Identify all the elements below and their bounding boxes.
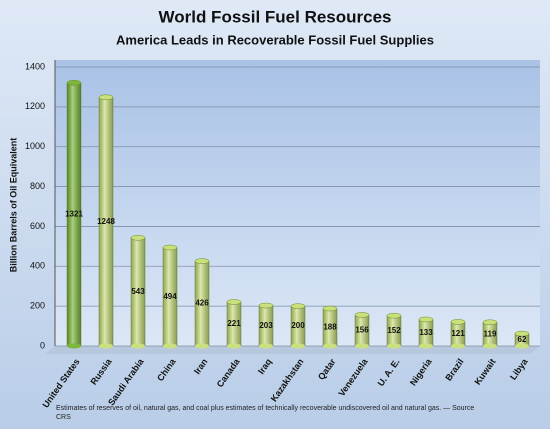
x-tick-label: United States: [40, 357, 81, 410]
bar-base: [131, 343, 145, 349]
y-tick-label: 1200: [25, 101, 45, 111]
y-tick-label: 1000: [25, 141, 45, 151]
value-label: 543: [131, 287, 145, 296]
x-tick-label: Nigeria: [408, 356, 434, 388]
x-tick-label: Iran: [192, 357, 210, 376]
value-label: 203: [259, 321, 273, 330]
bar-shade: [419, 319, 433, 346]
y-axis-label: Billion Barrels of Oil Equivalent: [8, 138, 18, 273]
bar-cap: [418, 316, 434, 323]
bar-cap: [354, 312, 370, 318]
bar-cap: [514, 330, 530, 337]
chart-subtitle: America Leads in Recoverable Fossil Fuel…: [116, 32, 434, 47]
bar-cap: [386, 312, 402, 319]
bar-shade: [483, 322, 497, 346]
bar-base: [67, 343, 81, 349]
bar-cap: [66, 79, 82, 86]
x-tick-label: Brazil: [443, 357, 465, 383]
bar-cap: [98, 94, 114, 101]
bar-base: [451, 343, 465, 349]
value-label: 152: [387, 326, 401, 335]
bar-shade: [451, 321, 465, 346]
bar-base: [163, 343, 177, 349]
bar-base: [291, 343, 305, 349]
x-tick-label: U. A. E.: [376, 357, 402, 388]
x-tick-label: Kazakhstan: [269, 357, 306, 404]
x-tick-label: Libya: [508, 356, 530, 382]
bar-base: [419, 343, 433, 349]
value-label: 133: [419, 328, 433, 337]
bar-base: [483, 343, 497, 349]
x-tick-label: Russia: [88, 356, 114, 387]
y-tick-label: 1400: [25, 61, 45, 71]
bar-cap: [194, 258, 210, 264]
x-tick-label: Canada: [215, 356, 242, 389]
value-label: 221: [227, 319, 241, 328]
value-label: 426: [195, 299, 209, 308]
bar-shade: [99, 97, 113, 346]
bar-cap: [450, 319, 466, 325]
bar-shade: [355, 314, 369, 346]
bar-shade: [163, 247, 177, 346]
y-tick-label: 400: [30, 261, 45, 271]
bar-base: [227, 343, 241, 349]
x-tick-label: Qatar: [316, 356, 338, 381]
bar-cap: [322, 305, 338, 312]
bar-shade: [67, 82, 81, 347]
x-tick-label: Venezuela: [336, 356, 370, 398]
bar-shade: [131, 237, 145, 346]
bar-base: [323, 343, 337, 349]
bar-base: [355, 343, 369, 349]
bar-cap: [290, 303, 306, 309]
bar-cap: [482, 319, 498, 326]
bar-shade: [195, 261, 209, 346]
bar-shade: [291, 306, 305, 346]
value-label: 121: [451, 329, 465, 338]
bar-base: [515, 343, 529, 349]
x-tick-label: China: [155, 356, 178, 383]
bar-shade: [323, 308, 337, 346]
value-label: 200: [291, 321, 305, 330]
bar-base: [99, 343, 113, 349]
value-label: 1248: [97, 217, 115, 226]
y-tick-label: 0: [40, 340, 45, 350]
y-tick-label: 200: [30, 301, 45, 311]
bar-base: [387, 343, 401, 349]
bar-cap: [258, 302, 274, 309]
bar-base: [259, 343, 273, 349]
y-tick-label: 600: [30, 221, 45, 231]
chart-title: World Fossil Fuel Resources: [158, 7, 391, 26]
footnote: Estimates of reserves of oil, natural ga…: [56, 405, 475, 421]
value-label: 188: [323, 322, 337, 331]
plot-area: [55, 60, 540, 346]
bar-shade: [259, 305, 273, 346]
x-tick-label: Kuwait: [472, 357, 497, 387]
bar-cap: [162, 244, 178, 251]
bar-cap: [226, 299, 242, 305]
bar-shade: [387, 315, 401, 346]
value-label: 62: [518, 335, 527, 344]
bar-shade: [515, 333, 529, 346]
value-label: 494: [163, 292, 177, 301]
bar-cap: [130, 235, 146, 241]
value-label: 156: [355, 326, 369, 335]
value-label: 1321: [65, 209, 83, 218]
bar-base: [195, 343, 209, 349]
y-tick-label: 800: [30, 181, 45, 191]
x-tick-label: Iraq: [256, 357, 274, 376]
bar-shade: [227, 301, 241, 346]
value-label: 119: [484, 329, 497, 338]
